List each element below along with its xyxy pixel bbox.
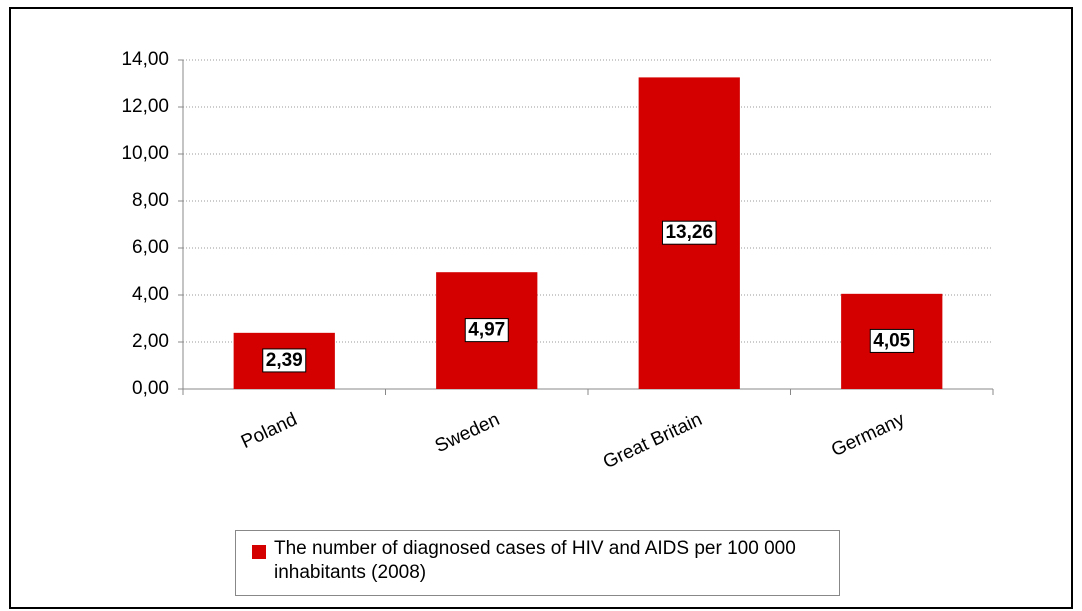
y-tick-label: 2,00 xyxy=(132,331,169,352)
data-label-group: 4,05 xyxy=(869,328,915,353)
data-label: 13,26 xyxy=(665,222,713,243)
data-label-box xyxy=(262,348,307,373)
data-label-box xyxy=(869,328,915,353)
data-label: 4,97 xyxy=(468,320,505,341)
y-tick-label: 4,00 xyxy=(132,284,169,305)
data-label-group: 4,97 xyxy=(464,318,509,343)
data-label-box xyxy=(464,318,509,343)
legend-label: The number of diagnosed cases of HIV and… xyxy=(274,538,796,583)
data-label-group: 13,26 xyxy=(661,220,717,245)
y-tick-label: 8,00 xyxy=(132,190,169,211)
y-tick-label: 0,00 xyxy=(132,378,169,399)
y-tick-label: 6,00 xyxy=(132,237,169,258)
legend: The number of diagnosed cases of HIV and… xyxy=(235,530,840,596)
y-tick-label: 12,00 xyxy=(121,96,169,117)
data-label-group: 2,39 xyxy=(262,348,307,373)
y-tick-label: 14,00 xyxy=(121,49,169,70)
data-label-box xyxy=(661,220,717,245)
data-label: 2,39 xyxy=(266,350,303,371)
legend-key xyxy=(252,545,266,559)
y-tick-label: 10,00 xyxy=(121,143,169,164)
data-label: 4,05 xyxy=(873,330,910,351)
